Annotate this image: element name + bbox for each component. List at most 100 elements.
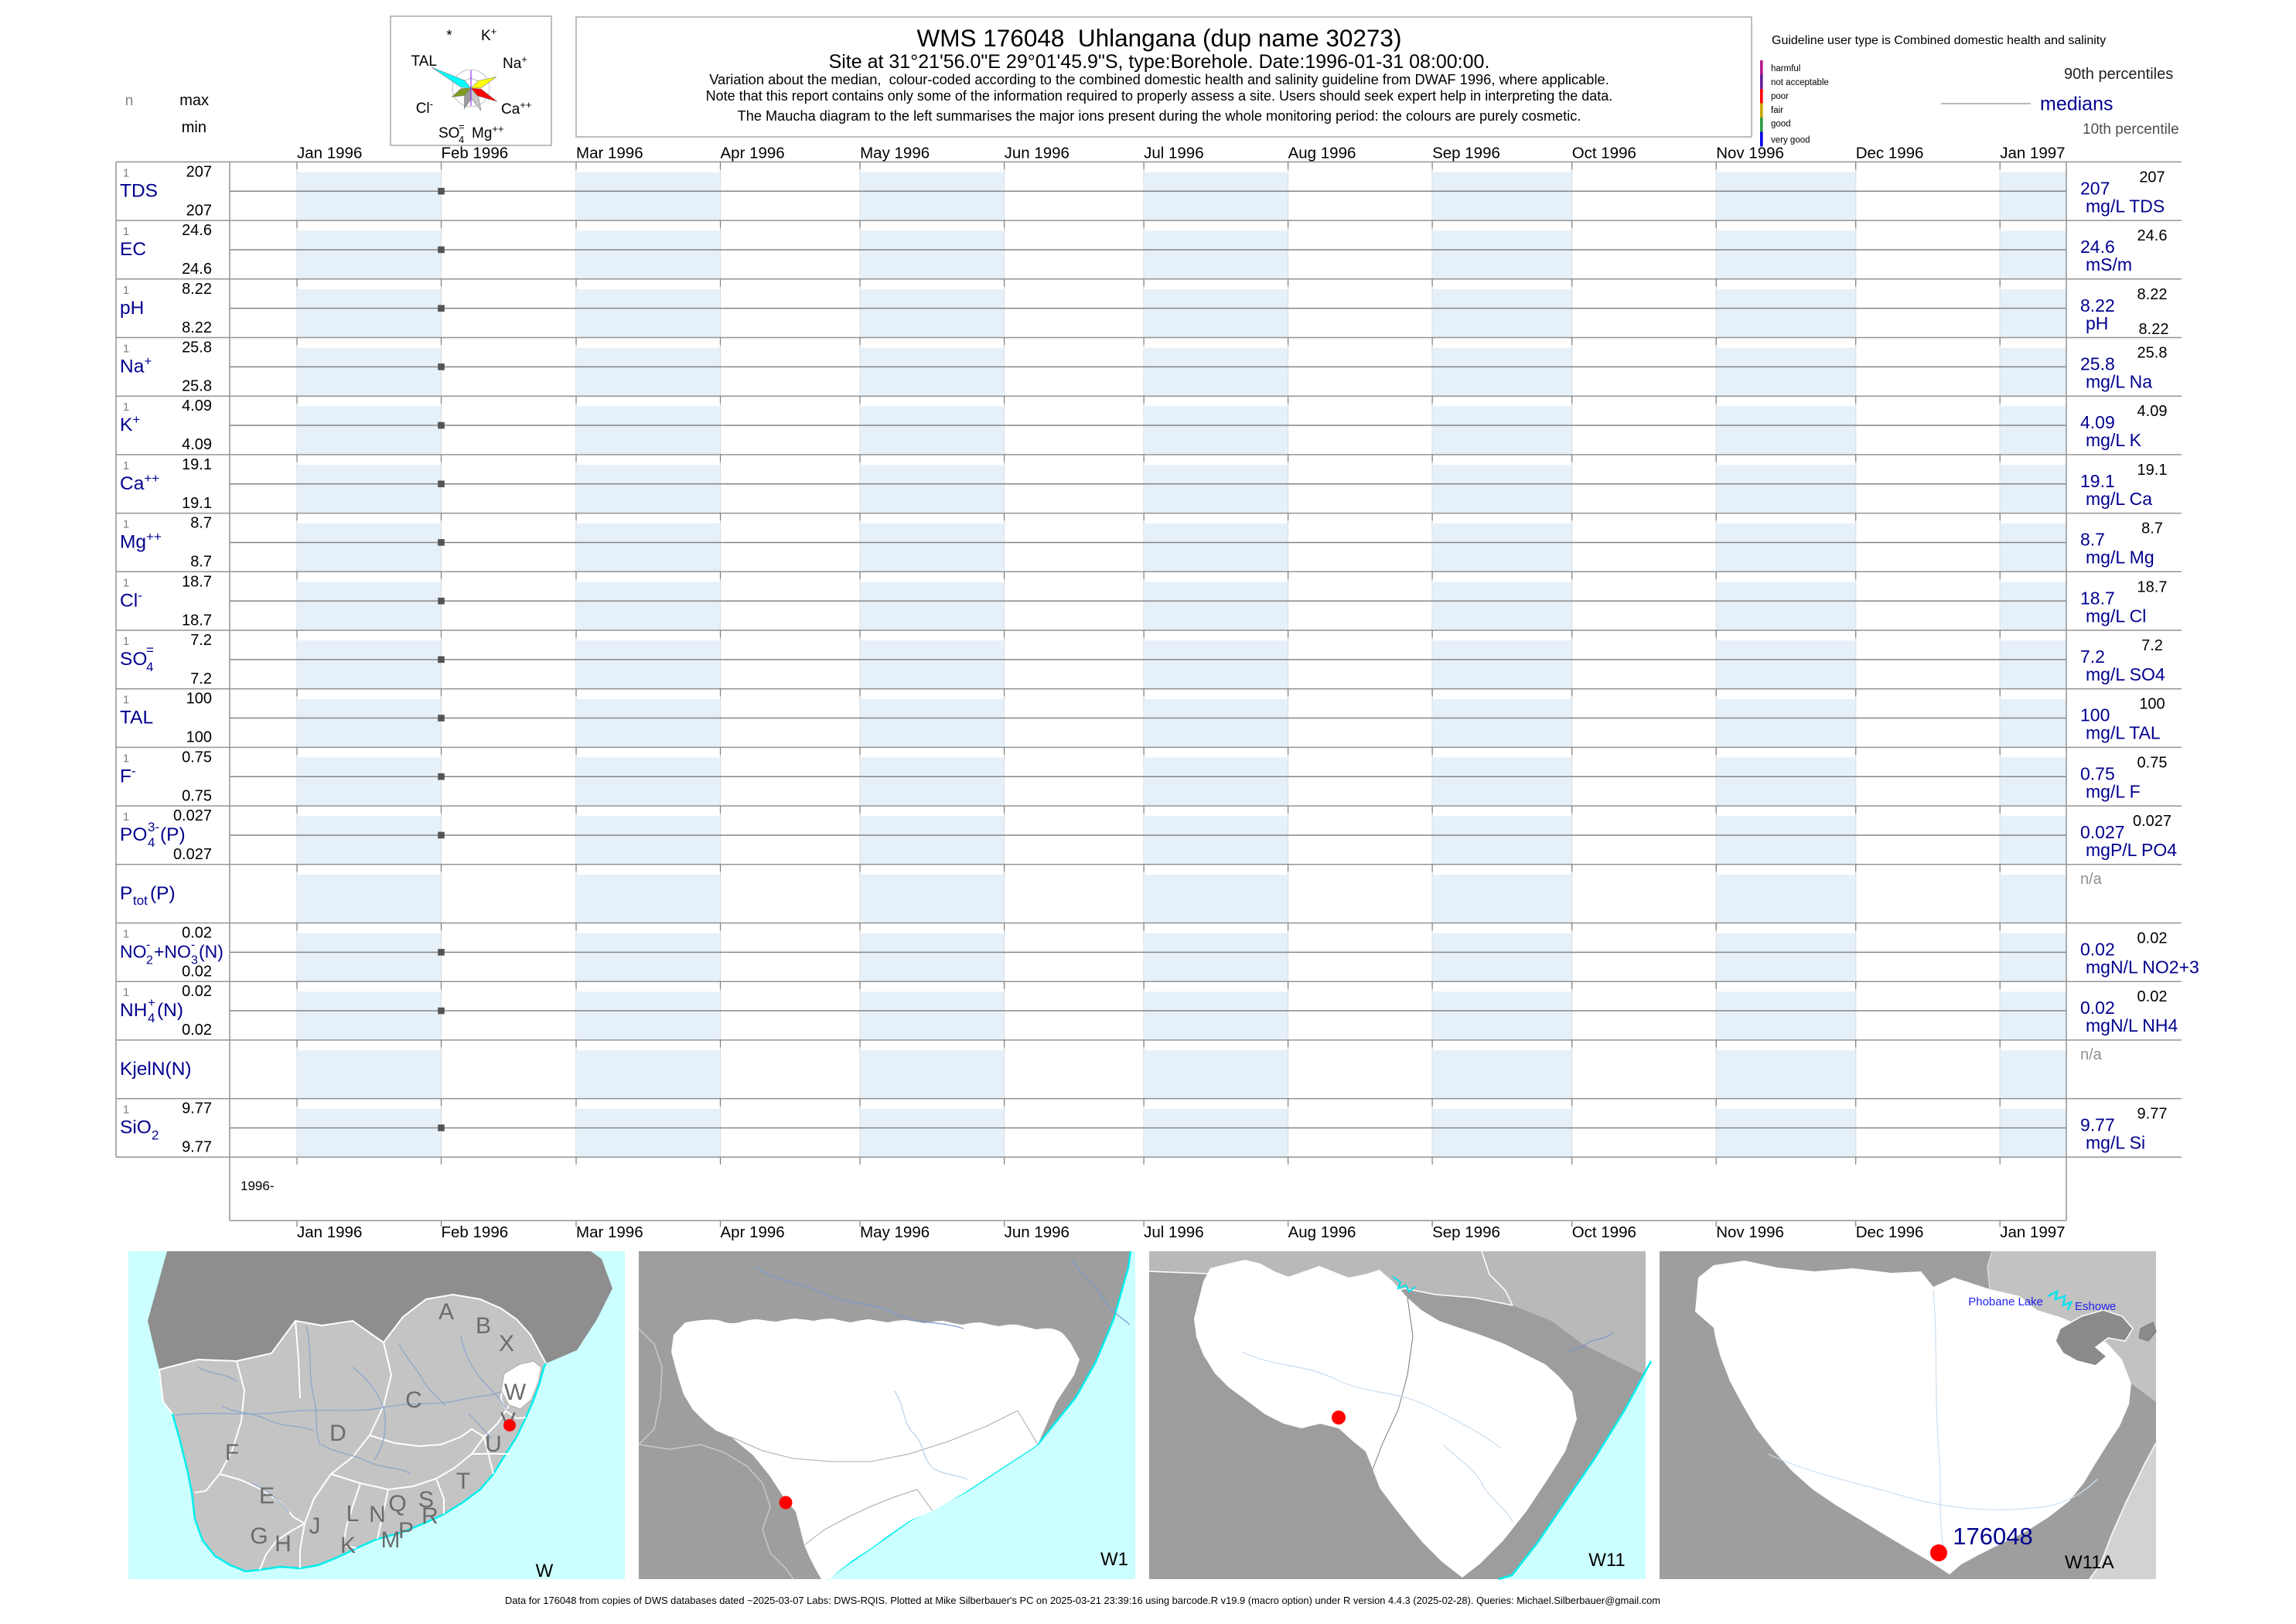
svg-text:10th percentile: 10th percentile [2083,121,2179,138]
svg-text:TAL: TAL [411,53,437,70]
svg-text:3: 3 [191,954,198,967]
svg-text:100: 100 [186,729,212,746]
svg-text:1: 1 [123,1104,129,1117]
svg-text:=: = [459,121,465,132]
svg-text:18.7: 18.7 [182,573,212,590]
svg-text:2: 2 [146,954,153,967]
svg-text:J: J [309,1513,321,1539]
svg-text:Note that this report contains: Note that this report contains only some… [706,88,1613,104]
svg-text:SO: SO [120,649,147,670]
svg-text:Feb 1996: Feb 1996 [442,1223,509,1241]
svg-text:9.77: 9.77 [2137,1106,2168,1123]
svg-text:PO: PO [120,824,147,845]
svg-text:8.22: 8.22 [2080,295,2115,316]
svg-text:7.2: 7.2 [2141,637,2163,654]
svg-text:9.77: 9.77 [182,1100,212,1117]
svg-text:L: L [346,1501,360,1527]
svg-text:(N): (N) [199,942,223,962]
svg-text:1: 1 [123,518,129,531]
svg-text:K+: K+ [481,26,496,45]
svg-text:0.02: 0.02 [182,983,212,1000]
svg-text:Dec 1996: Dec 1996 [1856,145,1924,162]
svg-text:poor: poor [1771,92,1789,101]
svg-text:Sep 1996: Sep 1996 [1432,1223,1500,1241]
svg-text:B: B [476,1313,491,1339]
svg-text:2: 2 [152,1128,159,1143]
svg-text:24.6: 24.6 [182,222,212,239]
svg-text:0.02: 0.02 [182,964,212,981]
svg-text:W1: W1 [1100,1549,1128,1570]
svg-text:176048: 176048 [1953,1523,2032,1550]
svg-text:3-: 3- [148,820,159,834]
svg-text:*: * [446,28,452,44]
svg-text:May 1996: May 1996 [860,1223,930,1241]
svg-text:207: 207 [2139,169,2165,186]
svg-text:1: 1 [123,810,129,824]
svg-text:1: 1 [123,694,129,707]
svg-text:207: 207 [186,163,212,180]
svg-text:mg/L TDS: mg/L TDS [2086,196,2165,216]
svg-text:1: 1 [123,576,129,589]
svg-text:E: E [259,1483,275,1509]
svg-text:207: 207 [186,202,212,219]
svg-text:T: T [456,1469,470,1494]
svg-text:Oct 1996: Oct 1996 [1572,1223,1636,1241]
svg-text:8.22: 8.22 [2139,321,2169,338]
svg-text:W11A: W11A [2065,1552,2114,1573]
svg-text:4: 4 [148,1011,155,1025]
svg-text:Jan 1996: Jan 1996 [297,145,362,162]
svg-text:1: 1 [123,459,129,473]
svg-text:(N): (N) [157,1000,183,1021]
svg-text:EC: EC [120,239,146,260]
svg-text:Jun 1996: Jun 1996 [1005,1223,1070,1241]
svg-text:n/a: n/a [2080,1046,2103,1063]
svg-text:Jul 1996: Jul 1996 [1144,1223,1204,1241]
svg-text:n/a: n/a [2080,871,2103,888]
svg-text:0.02: 0.02 [182,1022,212,1039]
svg-text:19.1: 19.1 [182,495,212,512]
svg-text:(P): (P) [150,883,176,904]
svg-text:90th percentiles: 90th percentiles [2064,66,2173,83]
svg-text:Guideline user type is Combine: Guideline user type is Combined domestic… [1772,34,2106,47]
svg-text:A: A [438,1299,454,1325]
svg-text:1: 1 [123,928,129,941]
svg-text:8.7: 8.7 [190,515,212,532]
svg-text:18.7: 18.7 [182,612,212,629]
svg-text:H: H [275,1531,292,1557]
svg-text:100: 100 [2139,696,2165,713]
svg-text:mS/m: mS/m [2086,254,2132,275]
svg-text:SO: SO [438,125,459,142]
svg-text:Aug 1996: Aug 1996 [1288,145,1356,162]
svg-text:Dec 1996: Dec 1996 [1856,1223,1924,1241]
svg-text:4: 4 [459,134,464,145]
svg-text:P: P [398,1518,414,1544]
svg-text:Nov 1996: Nov 1996 [1716,1223,1784,1241]
svg-text:19.1: 19.1 [182,456,212,473]
svg-text:not acceptable: not acceptable [1771,78,1829,87]
svg-text:mg/L Mg: mg/L Mg [2086,548,2154,568]
svg-text:The Maucha diagram to the left: The Maucha diagram to the left summarise… [738,108,1581,124]
svg-text:Jan 1996: Jan 1996 [297,1223,362,1241]
svg-text:X: X [499,1331,514,1356]
svg-text:0.02: 0.02 [2137,988,2168,1005]
svg-text:1: 1 [123,284,129,297]
svg-text:mgP/L PO4: mgP/L PO4 [2086,840,2177,860]
svg-text:-: - [191,939,195,952]
svg-text:NO: NO [120,942,147,962]
svg-text:1: 1 [123,752,129,765]
svg-text:0.027: 0.027 [173,846,212,863]
svg-text:7.2: 7.2 [190,670,212,687]
svg-text:mg/L Na: mg/L Na [2086,372,2152,392]
svg-text:P: P [120,883,132,904]
svg-text:100: 100 [186,691,212,708]
svg-text:Aug 1996: Aug 1996 [1288,1223,1356,1241]
svg-text:tot: tot [133,893,148,908]
svg-text:4.09: 4.09 [182,397,212,415]
svg-text:Q: Q [388,1491,406,1517]
svg-text:Sep 1996: Sep 1996 [1432,145,1500,162]
svg-text:8.7: 8.7 [2080,530,2105,550]
svg-text:mg/L Cl: mg/L Cl [2086,606,2146,626]
svg-text:25.8: 25.8 [182,339,212,357]
svg-text:Eshowe: Eshowe [2075,1300,2116,1313]
svg-text:medians: medians [2040,94,2113,115]
